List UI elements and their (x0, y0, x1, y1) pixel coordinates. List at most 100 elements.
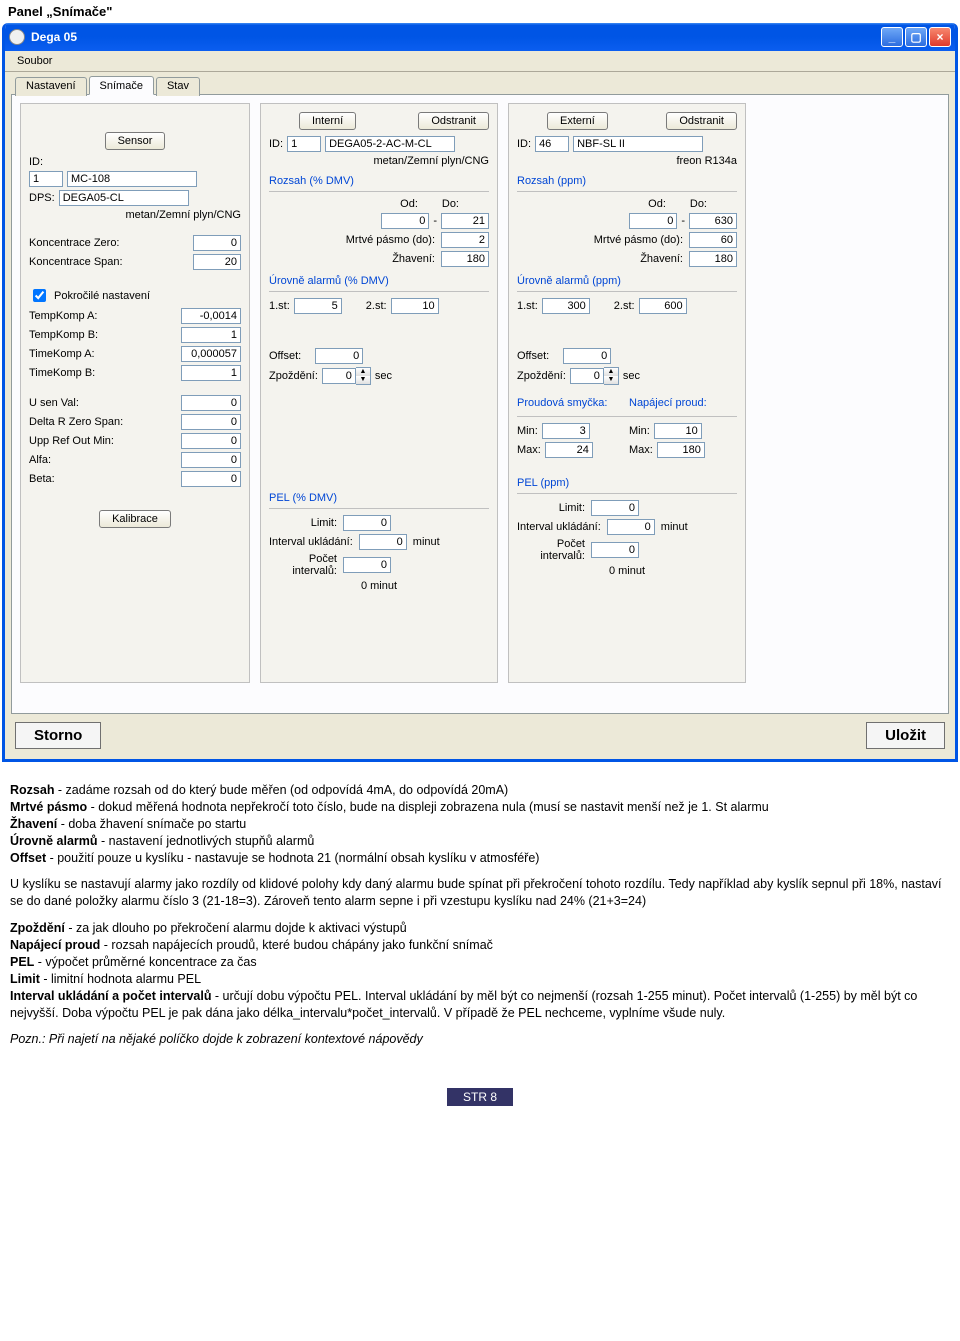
st1-field-3[interactable] (542, 298, 590, 314)
offset-field-2[interactable] (315, 348, 363, 364)
id-field-3[interactable] (535, 136, 569, 152)
tka-field[interactable] (181, 308, 241, 324)
alfa-field[interactable] (181, 452, 241, 468)
window: Dega 05 _ ▢ × Soubor Nastavení Snímače S… (2, 23, 958, 762)
grp-pel-2: PEL (% DMV) (269, 492, 489, 504)
lbl-alfa: Alfa: (29, 454, 51, 466)
id-field-2[interactable] (287, 136, 321, 152)
model-field[interactable] (67, 171, 197, 187)
app-icon (9, 29, 25, 45)
lbl-zpoz-2: Zpoždění: (269, 370, 318, 382)
chk-advanced[interactable] (33, 289, 46, 302)
description-text: Rozsah - zadáme rozsah od do který bude … (0, 762, 960, 1068)
id-field[interactable] (29, 171, 63, 187)
model-field-3[interactable] (573, 136, 703, 152)
lbl-1st-3: 1.st: (517, 300, 538, 312)
do-field-2[interactable] (441, 213, 489, 229)
grp-proud: Proudová smyčka: (517, 397, 625, 409)
lbl-do-3: Do: (690, 198, 707, 210)
zhav-field-2[interactable] (441, 251, 489, 267)
zero-field[interactable] (193, 235, 241, 251)
tmkb-field[interactable] (181, 365, 241, 381)
grp-urovne-2: Úrovně alarmů (% DMV) (269, 275, 489, 287)
beta-field[interactable] (181, 471, 241, 487)
dps-field[interactable] (59, 190, 189, 206)
np-max-field[interactable] (657, 442, 705, 458)
intul-field-2[interactable] (359, 534, 407, 550)
lbl-offset-2: Offset: (269, 350, 301, 362)
st2-field-2[interactable] (391, 298, 439, 314)
pocint-field-2[interactable] (343, 557, 391, 573)
od-field-3[interactable] (629, 213, 677, 229)
lbl-sec-2: sec (375, 370, 392, 382)
dash-3: - (681, 215, 685, 227)
externi-panel: Externí Odstranit ID: freon R134a Rozsah… (508, 103, 746, 683)
od-field-2[interactable] (381, 213, 429, 229)
menubar: Soubor (5, 51, 955, 72)
ps-max-field[interactable] (545, 442, 593, 458)
st1-field-2[interactable] (294, 298, 342, 314)
lbl-beta: Beta: (29, 473, 55, 485)
mrtve-field-2[interactable] (441, 232, 489, 248)
tab-nastaveni[interactable]: Nastavení (15, 77, 87, 96)
lbl-2st-3: 2.st: (614, 300, 635, 312)
sensor-panel: Sensor ID: DPS: metan/Zemní plyn/CNG (20, 103, 250, 683)
lbl-intul-2: Interval ukládání: (269, 536, 353, 548)
interni-panel: Interní Odstranit ID: metan/Zemní plyn/C… (260, 103, 498, 683)
lbl-id-3: ID: (517, 138, 531, 150)
tab-snimace[interactable]: Snímače (89, 76, 154, 95)
externi-button[interactable]: Externí (547, 112, 608, 130)
kalibrace-button[interactable]: Kalibrace (99, 510, 171, 528)
lbl-pocint-2: Počet intervalů: (269, 553, 337, 577)
limit-field-2[interactable] (343, 515, 391, 531)
zhav-field-3[interactable] (689, 251, 737, 267)
ps-min-field[interactable] (542, 423, 590, 439)
pocint-field-3[interactable] (591, 542, 639, 558)
tkb-field[interactable] (181, 327, 241, 343)
lbl-drzs: Delta R Zero Span: (29, 416, 123, 428)
odstranit-button-3[interactable]: Odstranit (666, 112, 737, 130)
odstranit-button-2[interactable]: Odstranit (418, 112, 489, 130)
offset-field-3[interactable] (563, 348, 611, 364)
interni-button[interactable]: Interní (299, 112, 356, 130)
st2-field-3[interactable] (639, 298, 687, 314)
gas-label-3: freon R134a (676, 155, 737, 167)
lbl-offset-3: Offset: (517, 350, 549, 362)
close-button[interactable]: × (929, 27, 951, 47)
maximize-button[interactable]: ▢ (905, 27, 927, 47)
drzs-field[interactable] (181, 414, 241, 430)
lbl-zhav-3: Žhavení: (640, 253, 683, 265)
lbl-urom: Upp Ref Out Min: (29, 435, 114, 447)
lbl-ps-max: Max: (517, 444, 541, 456)
mrtve-field-3[interactable] (689, 232, 737, 248)
grp-napaj: Napájecí proud: (629, 397, 737, 409)
usen-field[interactable] (181, 395, 241, 411)
zpoz-spinner-2[interactable]: ▲▼ (356, 367, 371, 385)
menu-file[interactable]: Soubor (9, 53, 60, 69)
limit-field-3[interactable] (591, 500, 639, 516)
sensor-button[interactable]: Sensor (105, 132, 166, 150)
gas-label: metan/Zemní plyn/CNG (125, 209, 241, 221)
zpoz-spinner-3[interactable]: ▲▼ (604, 367, 619, 385)
lbl-dps: DPS: (29, 192, 55, 204)
zpoz-field-2[interactable] (322, 368, 356, 384)
tmka-field[interactable] (181, 346, 241, 362)
ulozit-button[interactable]: Uložit (866, 722, 945, 749)
np-min-field[interactable] (654, 423, 702, 439)
minimize-button[interactable]: _ (881, 27, 903, 47)
storno-button[interactable]: Storno (15, 722, 101, 749)
grp-urovne-3: Úrovně alarmů (ppm) (517, 275, 737, 287)
tab-stav[interactable]: Stav (156, 77, 200, 96)
lbl-zpoz-3: Zpoždění: (517, 370, 566, 382)
intul-field-3[interactable] (607, 519, 655, 535)
model-field-2[interactable] (325, 136, 455, 152)
urom-field[interactable] (181, 433, 241, 449)
zpoz-field-3[interactable] (570, 368, 604, 384)
lbl-tmka: TimeKomp A: (29, 348, 95, 360)
lbl-intul-3: Interval ukládání: (517, 521, 601, 533)
do-field-3[interactable] (689, 213, 737, 229)
dash: - (433, 215, 437, 227)
doc-title: Panel „Snímače" (0, 0, 960, 23)
span-field[interactable] (193, 254, 241, 270)
lbl-ps-min: Min: (517, 425, 538, 437)
